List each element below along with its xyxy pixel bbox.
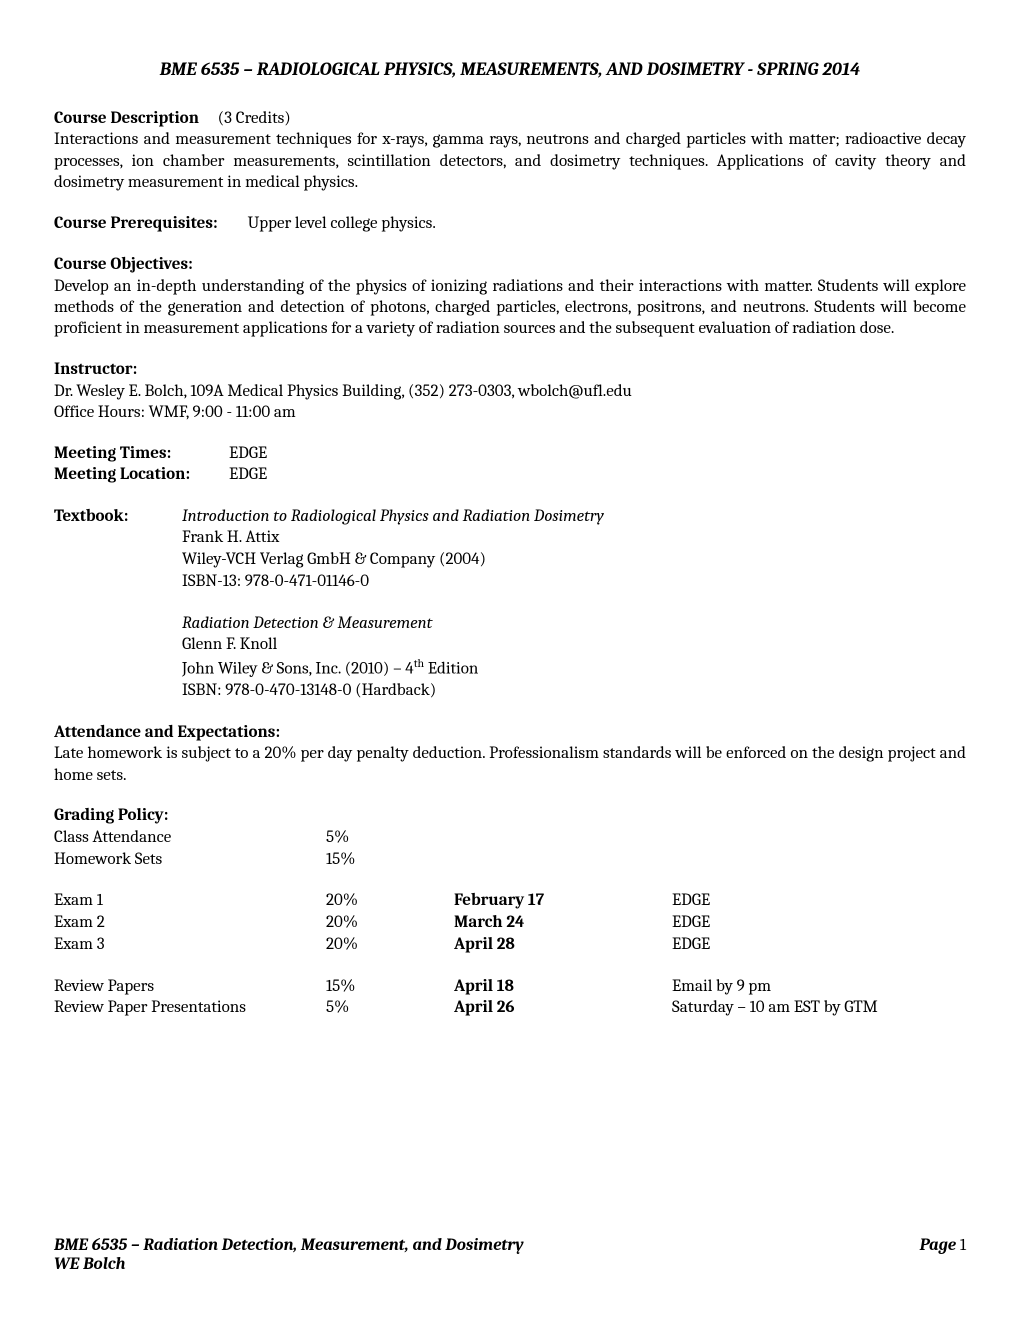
book2-pub-post: Edition — [424, 660, 478, 679]
meeting-times-label: Meeting Times: — [54, 443, 229, 464]
grading-pct: 20% — [326, 890, 454, 912]
book2-pub-sup: th — [414, 656, 424, 670]
course-description-text: Interactions and measurement techniques … — [54, 130, 966, 192]
grading-pct: 5% — [326, 997, 454, 1019]
course-description: Course Description (3 Credits) Interacti… — [54, 108, 966, 193]
grading-row: Review Paper Presentations 5% April 26 S… — [54, 997, 966, 1019]
attendance-section: Attendance and Expectations: Late homewo… — [54, 722, 966, 786]
grading-date: February 17 — [454, 890, 672, 912]
footer-page-number: 1 — [960, 1236, 966, 1255]
grading-item: Exam 3 — [54, 934, 326, 956]
grading-row: Exam 1 20% February 17 EDGE — [54, 890, 966, 912]
footer-author: WE Bolch — [54, 1255, 966, 1274]
course-credits: (3 Credits) — [218, 109, 291, 128]
book2-publisher: John Wiley & Sons, Inc. (2010) – 4th Edi… — [182, 656, 966, 680]
grading-pct: 20% — [326, 934, 454, 956]
objectives-label: Course Objectives: — [54, 255, 193, 274]
course-description-label: Course Description — [54, 109, 199, 128]
prereq-text: Upper level college physics. — [248, 214, 436, 233]
meeting-location-label: Meeting Location: — [54, 464, 229, 485]
footer-course: BME 6535 – Radiation Detection, Measurem… — [54, 1236, 524, 1255]
instructor: Instructor: Dr. Wesley E. Bolch, 109A Me… — [54, 359, 966, 423]
syllabus-page: BME 6535 – RADIOLOGICAL PHYSICS, MEASURE… — [0, 0, 1020, 1320]
page-footer: BME 6535 – Radiation Detection, Measurem… — [54, 1236, 966, 1274]
attendance-label: Attendance and Expectations: — [54, 723, 280, 742]
instructor-label: Instructor: — [54, 360, 137, 379]
grading-date: April 28 — [454, 934, 672, 956]
instructor-line2: Office Hours: WMF, 9:00 - 11:00 am — [54, 403, 296, 422]
grading-note: Email by 9 pm — [672, 976, 966, 998]
grading-item: Exam 2 — [54, 912, 326, 934]
course-title: BME 6535 – RADIOLOGICAL PHYSICS, MEASURE… — [54, 58, 966, 80]
objectives-text: Develop an in-depth understanding of the… — [54, 277, 966, 339]
footer-page-label: Page — [920, 1236, 960, 1255]
book2-pub-pre: John Wiley & Sons, Inc. (2010) – 4 — [182, 660, 414, 679]
grading-row: Class Attendance 5% — [54, 827, 966, 849]
book2-author: Glenn F. Knoll — [182, 634, 966, 656]
book1-author: Frank H. Attix — [182, 527, 966, 549]
textbook-section: Textbook: Introduction to Radiological P… — [54, 506, 966, 703]
grading-row: Homework Sets 15% — [54, 849, 966, 871]
grading-date: March 24 — [454, 912, 672, 934]
grading-date: April 26 — [454, 997, 672, 1019]
footer-page: Page 1 — [920, 1236, 966, 1255]
book2-title: Radiation Detection & Measurement — [182, 613, 966, 635]
grading-item: Class Attendance — [54, 827, 326, 849]
grading-note — [672, 849, 966, 871]
grading-item: Review Papers — [54, 976, 326, 998]
grading-pct: 5% — [326, 827, 454, 849]
prereq-label: Course Prerequisites: — [54, 214, 218, 233]
instructor-line1: Dr. Wesley E. Bolch, 109A Medical Physic… — [54, 382, 632, 401]
grading-row: Exam 3 20% April 28 EDGE — [54, 934, 966, 956]
grading-label: Grading Policy: — [54, 806, 966, 825]
grading-item: Exam 1 — [54, 890, 326, 912]
grading-note — [672, 827, 966, 849]
textbook-body: Introduction to Radiological Physics and… — [182, 506, 966, 703]
book1-publisher: Wiley-VCH Verlag GmbH & Company (2004) — [182, 549, 966, 571]
book2-isbn: ISBN: 978-0-470-13148-0 (Hardback) — [182, 680, 966, 702]
book1-isbn: ISBN-13: 978-0-471-01146-0 — [182, 571, 966, 593]
meeting-times-value: EDGE — [229, 443, 966, 464]
grading-row: Review Papers 15% April 18 Email by 9 pm — [54, 976, 966, 998]
textbook-label: Textbook: — [54, 506, 182, 703]
meeting-location-value: EDGE — [229, 464, 966, 485]
grading-item: Review Paper Presentations — [54, 997, 326, 1019]
grading-pct: 20% — [326, 912, 454, 934]
grading-row: Exam 2 20% March 24 EDGE — [54, 912, 966, 934]
grading-item: Homework Sets — [54, 849, 326, 871]
grading-pct: 15% — [326, 976, 454, 998]
book1-title: Introduction to Radiological Physics and… — [182, 506, 966, 528]
grading-note: EDGE — [672, 890, 966, 912]
grading-note: EDGE — [672, 934, 966, 956]
grading-policy: Grading Policy: Class Attendance 5% Home… — [54, 806, 966, 1019]
grading-date — [454, 849, 672, 871]
meeting-info: Meeting Times: EDGE Meeting Location: ED… — [54, 443, 966, 486]
grading-note: Saturday – 10 am EST by GTM — [672, 997, 966, 1019]
attendance-text: Late homework is subject to a 20% per da… — [54, 744, 966, 784]
grading-pct: 15% — [326, 849, 454, 871]
course-prerequisites: Course Prerequisites: Upper level colleg… — [54, 213, 966, 234]
grading-date — [454, 827, 672, 849]
grading-date: April 18 — [454, 976, 672, 998]
course-objectives: Course Objectives: Develop an in-depth u… — [54, 254, 966, 339]
grading-note: EDGE — [672, 912, 966, 934]
